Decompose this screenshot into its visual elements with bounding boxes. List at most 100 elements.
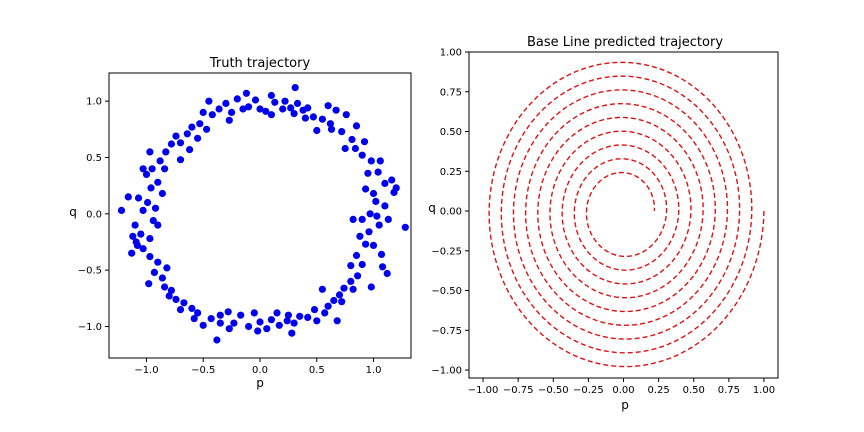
- scatter-point: [358, 151, 366, 159]
- scatter-point: [208, 111, 216, 119]
- scatter-point: [222, 99, 230, 107]
- scatter-point: [128, 249, 136, 257]
- scatter-point: [188, 123, 196, 131]
- scatter-point: [176, 156, 185, 164]
- scatter-point: [162, 148, 170, 156]
- baseline-spiral-line: [488, 61, 765, 368]
- scatter-point: [233, 95, 241, 103]
- scatter-point: [367, 283, 375, 291]
- baseline-y-tick-label: 1.00: [440, 48, 462, 59]
- scatter-point: [147, 184, 155, 192]
- scatter-point: [290, 319, 298, 327]
- scatter-point: [139, 245, 147, 253]
- scatter-point: [194, 134, 202, 142]
- scatter-point: [392, 184, 400, 192]
- scatter-point: [156, 157, 164, 165]
- truth-y-tick-label: 0.5: [86, 153, 102, 164]
- scatter-point: [149, 217, 157, 225]
- scatter-point: [349, 285, 357, 293]
- scatter-point: [188, 304, 196, 312]
- truth-x-tick-label: 1.0: [366, 365, 382, 376]
- scatter-point: [250, 309, 258, 317]
- scatter-point: [365, 228, 373, 236]
- scatter-point: [287, 104, 295, 112]
- scatter-point: [358, 215, 366, 223]
- scatter-point: [216, 319, 224, 327]
- scatter-point: [349, 215, 357, 223]
- scatter-point: [158, 189, 166, 198]
- scatter-point: [203, 125, 211, 133]
- truth-x-tick-label: 0.5: [309, 365, 325, 376]
- truth-plot-title: Truth trajectory: [209, 56, 311, 71]
- scatter-point: [318, 115, 326, 123]
- scatter-point: [151, 204, 160, 212]
- scatter-point: [199, 108, 207, 116]
- scatter-point: [139, 206, 147, 214]
- scatter-point: [310, 306, 319, 314]
- scatter-point: [347, 262, 355, 270]
- baseline-y-tick-label: 0.00: [440, 207, 462, 218]
- scatter-point: [324, 102, 332, 110]
- scatter-point: [381, 179, 389, 187]
- scatter-point: [239, 105, 247, 113]
- scatter-point: [335, 291, 344, 299]
- scatter-point: [318, 285, 326, 293]
- scatter-point: [132, 238, 140, 246]
- scatter-point: [225, 116, 233, 124]
- scatter-point: [129, 232, 137, 240]
- scatter-point: [362, 240, 370, 248]
- scatter-point: [137, 230, 145, 238]
- scatter-point: [237, 311, 245, 319]
- scatter-point: [161, 165, 169, 173]
- baseline-axes-frame: [468, 51, 779, 379]
- baseline-x-tick-label: 1.00: [753, 385, 775, 396]
- scatter-point: [271, 98, 279, 106]
- scatter-point: [245, 322, 253, 331]
- baseline-x-tick-label: −1.00: [468, 385, 499, 396]
- baseline-y-tick-label: 0.25: [440, 167, 462, 178]
- scatter-point: [290, 110, 298, 118]
- truth-y-tick-label: 1.0: [86, 97, 102, 108]
- scatter-point: [183, 130, 191, 138]
- scatter-point: [347, 277, 355, 285]
- baseline-x-tick-label: −0.50: [538, 385, 569, 396]
- scatter-point: [190, 315, 198, 323]
- baseline-x-tick-label: 0.00: [612, 385, 634, 396]
- scatter-point: [291, 84, 299, 92]
- baseline-x-ticks: −1.00 −0.75 −0.50 −0.25 0.00 0.25 0.50 0.75 1.00: [468, 378, 775, 396]
- scatter-point: [242, 89, 250, 97]
- scatter-point: [373, 212, 381, 220]
- scatter-point: [262, 107, 270, 115]
- truth-y-axis-label: q: [69, 205, 77, 219]
- scatter-point: [313, 317, 321, 325]
- scatter-point: [144, 198, 152, 207]
- scatter-point: [340, 284, 348, 292]
- scatter-point: [205, 97, 213, 105]
- scatter-point: [296, 312, 304, 320]
- scatter-point: [383, 269, 391, 278]
- scatter-point: [207, 315, 215, 323]
- scatter-point: [384, 215, 392, 223]
- scatter-point: [267, 316, 275, 324]
- scatter-point: [327, 125, 336, 133]
- scatter-point: [279, 105, 287, 113]
- baseline-predicted-trajectory-plot: Base Line predicted trajectory −1.00 −0.7…: [428, 35, 779, 412]
- scatter-point: [341, 144, 349, 153]
- baseline-x-axis-label: p: [621, 398, 629, 412]
- truth-trajectory-plot: Truth trajectory −1.0 −0.5 0.0 0.5 1.0 −1.0−…: [69, 56, 412, 390]
- scatter-point: [273, 309, 281, 317]
- scatter-point: [338, 128, 346, 136]
- baseline-x-tick-label: 0.75: [718, 385, 740, 396]
- scatter-point: [161, 283, 169, 291]
- scatter-point: [362, 185, 370, 193]
- scatter-point: [199, 321, 207, 329]
- scatter-point: [176, 139, 185, 147]
- scatter-point: [146, 235, 154, 243]
- scatter-point: [379, 263, 387, 271]
- scatter-point: [356, 232, 364, 240]
- scatter-point: [351, 144, 359, 153]
- baseline-y-axis-label: q: [428, 201, 436, 215]
- scatter-point: [388, 176, 396, 184]
- scatter-point: [338, 298, 346, 306]
- scatter-point: [360, 138, 369, 146]
